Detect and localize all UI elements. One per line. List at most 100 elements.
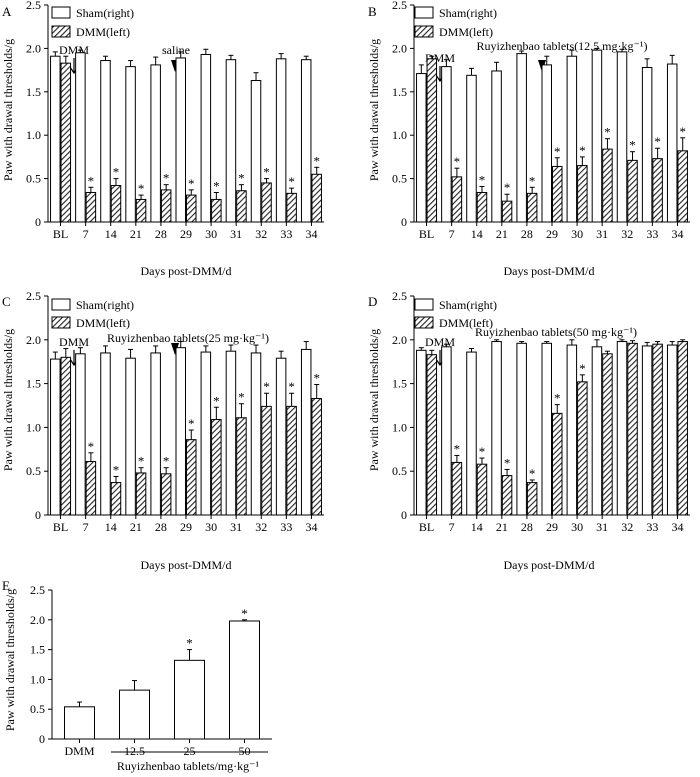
bar-dmm bbox=[211, 198, 222, 223]
y-tick-label: 0 bbox=[401, 215, 407, 229]
significance-marker: * bbox=[554, 144, 561, 159]
bar-sham bbox=[225, 350, 237, 516]
panel-e-plot: 0 0.5 1.0 1.5 2.0 2.5 DMM 12.5 25 * 50 * bbox=[30, 583, 272, 758]
annotation-dmm: DMM bbox=[59, 335, 89, 349]
significance-marker: * bbox=[579, 143, 586, 158]
significance-marker: * bbox=[288, 379, 295, 394]
legend-dmm-swatch bbox=[51, 25, 71, 38]
bar-sham bbox=[100, 352, 111, 516]
y-tick-label: 1.5 bbox=[26, 85, 41, 99]
panel-d-plot: 0 0.5 1.0 1.5 2.0 2.5 BL 7 * 14 * 21 * 28 * 29 * 30 * 31 32 3… bbox=[392, 289, 690, 534]
y-tick-label: 1.0 bbox=[30, 672, 45, 686]
panel-b-ylabel: Paw with drawal thresholds/g bbox=[367, 39, 381, 181]
bar-sham bbox=[250, 352, 262, 516]
legend-sham-swatch bbox=[414, 298, 434, 311]
bar-dmm bbox=[627, 342, 638, 516]
bar-dmm bbox=[85, 191, 97, 223]
bar-dmm bbox=[602, 148, 613, 223]
x-tick-label: 7 bbox=[83, 227, 89, 241]
x-tick-label: DMM bbox=[64, 744, 94, 758]
legend-dmm-label: DMM(left) bbox=[76, 316, 130, 330]
x-tick-label: BL bbox=[53, 520, 68, 534]
bar-sham bbox=[441, 346, 452, 516]
bar-dmm bbox=[261, 405, 272, 516]
bar-sham bbox=[466, 74, 477, 223]
significance-marker: * bbox=[263, 379, 270, 394]
panel-a-plot: 0 0.5 1.0 1.5 2.0 2.5 BL 7 * 14 * 21 * 28 * 29 * 30 * 31 * 32… bbox=[26, 0, 324, 241]
bar-dmm bbox=[135, 198, 147, 223]
bar-sham bbox=[616, 51, 628, 223]
x-tick-label: 33 bbox=[280, 520, 292, 534]
bar-dmm bbox=[110, 482, 122, 516]
bar-sham bbox=[541, 64, 552, 223]
bar-sham bbox=[566, 344, 578, 516]
panel-b-letter: B bbox=[368, 4, 377, 19]
bar-dmm bbox=[236, 190, 247, 223]
annotation-saline: saline bbox=[162, 43, 190, 57]
significance-marker: * bbox=[113, 165, 120, 180]
x-tick-label: 30 bbox=[571, 520, 583, 534]
legend-dmm-label: DMM(left) bbox=[439, 25, 493, 39]
panel-d: D Paw with drawal thresholds/g Days post… bbox=[367, 289, 690, 572]
x-tick-label: 21 bbox=[496, 227, 508, 241]
significance-marker: * bbox=[241, 606, 248, 621]
bar-dmm bbox=[286, 405, 297, 516]
y-tick-label: 2.0 bbox=[392, 41, 407, 55]
panel-a-legend: Sham(right) DMM(left) bbox=[51, 6, 134, 39]
legend-sham-label: Sham(right) bbox=[439, 6, 497, 20]
significance-marker: * bbox=[186, 636, 193, 651]
legend-sham-label: Sham(right) bbox=[76, 298, 134, 312]
bar-sham bbox=[50, 358, 61, 516]
bar-sham bbox=[416, 73, 427, 223]
bar-sham bbox=[200, 53, 212, 223]
x-tick-label: 21 bbox=[130, 520, 142, 534]
significance-marker: * bbox=[529, 466, 536, 481]
bar-dmm bbox=[501, 200, 513, 223]
significance-marker: * bbox=[529, 173, 536, 188]
legend-dmm-swatch bbox=[414, 25, 434, 38]
panel-a-xlabel: Days post-DMM/d bbox=[140, 264, 231, 278]
x-tick-label: 32 bbox=[255, 227, 267, 241]
bar-dmm bbox=[286, 192, 297, 223]
bar-dmm bbox=[311, 173, 322, 223]
y-tick-label: 0.5 bbox=[30, 702, 45, 716]
annotation-treatment: Ruyizhenbao tablets(50 mg·kg⁻¹) bbox=[475, 325, 637, 339]
x-tick-label: 29 bbox=[546, 520, 558, 534]
panel-d-ylabel: Paw with drawal thresholds/g bbox=[367, 329, 381, 471]
x-tick-label: 32 bbox=[621, 227, 633, 241]
bar-sham bbox=[75, 52, 86, 223]
y-tick-label: 1.5 bbox=[26, 377, 41, 391]
significance-marker: * bbox=[504, 180, 511, 195]
x-tick-label: 34 bbox=[671, 227, 683, 241]
bar-sham bbox=[300, 59, 312, 223]
bar-dmm bbox=[85, 461, 97, 516]
bar-sham bbox=[516, 342, 527, 516]
y-tick-label: 0 bbox=[35, 215, 41, 229]
x-tick-label: 33 bbox=[646, 227, 658, 241]
x-tick-label: 12.5 bbox=[124, 744, 145, 758]
x-tick-label: 34 bbox=[305, 520, 317, 534]
bar-dmm bbox=[652, 343, 663, 516]
y-tick-label: 2.0 bbox=[26, 333, 41, 347]
y-tick-label: 1.5 bbox=[392, 85, 407, 99]
panel-c-ylabel: Paw with drawal thresholds/g bbox=[1, 329, 15, 471]
x-tick-label: 14 bbox=[471, 520, 483, 534]
x-tick-label: 32 bbox=[621, 520, 633, 534]
x-tick-label: 28 bbox=[521, 520, 533, 534]
bar-dmm bbox=[110, 185, 122, 223]
bar-sham bbox=[491, 341, 502, 516]
significance-marker: * bbox=[554, 391, 561, 406]
x-tick-label: 28 bbox=[155, 227, 167, 241]
significance-marker: * bbox=[629, 138, 636, 153]
x-tick-label: 29 bbox=[180, 520, 192, 534]
significance-marker: * bbox=[213, 178, 220, 193]
bar-sham bbox=[566, 55, 578, 223]
significance-marker: * bbox=[113, 462, 120, 477]
legend-sham-label: Sham(right) bbox=[76, 6, 134, 20]
bar-dmm bbox=[211, 419, 222, 516]
panel-e-letter: E bbox=[2, 578, 10, 593]
panel-e-ylabel: Paw with drawal thresholds/g bbox=[3, 589, 17, 731]
bar-dmm bbox=[552, 412, 563, 516]
bar-sham bbox=[300, 348, 312, 516]
significance-marker: * bbox=[604, 125, 611, 140]
